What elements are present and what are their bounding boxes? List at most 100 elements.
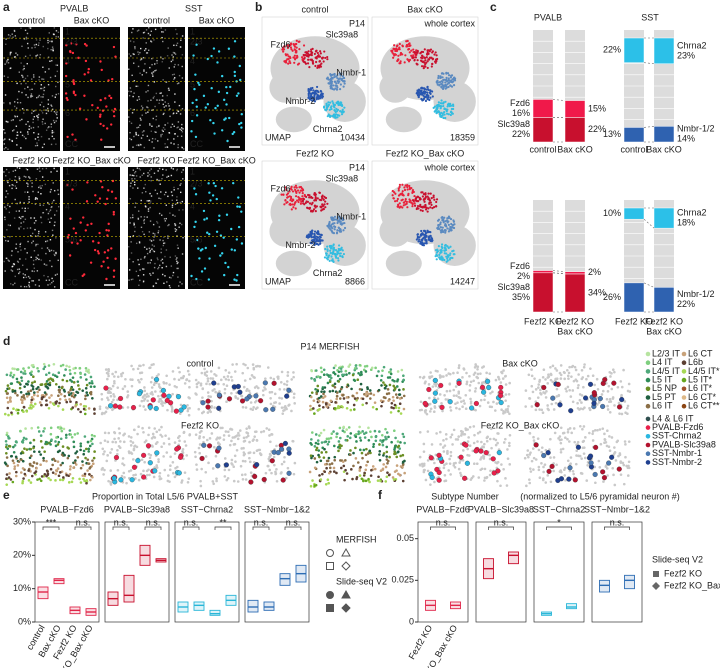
tissue-cell xyxy=(393,450,396,453)
nucleus xyxy=(48,84,49,85)
nucleus xyxy=(9,139,10,140)
nucleus xyxy=(50,49,51,50)
nucleus xyxy=(183,148,184,149)
tissue-cell xyxy=(570,375,573,378)
tissue-cell xyxy=(543,368,546,371)
nucleus xyxy=(26,269,27,270)
nucleus xyxy=(8,62,9,63)
tissue-cell xyxy=(283,456,286,459)
interneuron xyxy=(568,408,573,413)
nucleus xyxy=(44,263,45,264)
nucleus xyxy=(5,240,6,241)
nucleus xyxy=(161,248,162,249)
nucleus xyxy=(139,52,140,53)
tissue-cell xyxy=(195,393,198,396)
nucleus xyxy=(50,77,51,78)
tissue-cell xyxy=(122,457,125,460)
nucleus xyxy=(182,201,183,202)
tissue-cell xyxy=(346,472,349,475)
tissue-cell xyxy=(169,468,172,471)
nucleus xyxy=(134,226,135,227)
umap-cell xyxy=(427,58,429,60)
tissue-cell xyxy=(252,363,255,366)
tissue-cell xyxy=(392,385,395,388)
nucleus xyxy=(34,44,35,45)
tissue-cell xyxy=(9,400,12,403)
tissue-cell xyxy=(530,368,533,371)
nucleus xyxy=(133,92,134,93)
tissue-cell xyxy=(119,446,122,449)
nucleus xyxy=(139,269,140,270)
tissue-cell xyxy=(462,399,465,402)
nucleus xyxy=(157,257,158,258)
tissue-cell xyxy=(273,401,276,404)
nucleus xyxy=(149,67,150,68)
tissue-cell xyxy=(224,369,227,372)
tissue-cell xyxy=(71,436,74,439)
interneuron xyxy=(262,477,267,482)
labeled-cell xyxy=(115,197,117,199)
interneuron xyxy=(113,404,118,409)
umap-cell xyxy=(320,90,322,92)
tissue-cell xyxy=(397,370,400,373)
interneuron xyxy=(118,477,123,482)
tissue-cell xyxy=(601,393,604,396)
nucleus xyxy=(156,179,157,180)
nucleus xyxy=(37,137,38,138)
tissue-cell xyxy=(576,402,579,405)
tissue-cell xyxy=(46,386,49,389)
tissue-cell xyxy=(70,387,73,390)
tissue-cell xyxy=(571,389,574,392)
tissue-cell xyxy=(537,396,540,399)
umap-cell xyxy=(317,231,319,233)
tissue-cell xyxy=(205,455,208,458)
tissue-cell xyxy=(42,459,45,462)
segment-name: Nmbr-1/2 xyxy=(677,289,715,299)
labeled-cell xyxy=(236,205,238,207)
labeled-cell xyxy=(224,262,226,264)
nucleus xyxy=(6,229,7,230)
nucleus xyxy=(19,168,20,169)
labeled-cell xyxy=(233,131,235,133)
tissue-cell xyxy=(381,369,384,372)
nucleus xyxy=(39,167,40,168)
tissue-cell xyxy=(231,379,234,382)
tissue-cell xyxy=(334,401,337,404)
umap-cell xyxy=(295,185,297,187)
tissue-cell xyxy=(188,397,191,400)
tissue-cell xyxy=(359,374,362,377)
tissue-cell xyxy=(21,396,24,399)
interneuron xyxy=(216,406,221,411)
umap-cell xyxy=(420,234,422,236)
umap-background xyxy=(379,72,411,103)
nucleus xyxy=(45,109,46,110)
tissue-cell xyxy=(242,447,245,450)
umap-cell xyxy=(450,257,452,259)
nucleus xyxy=(28,196,29,197)
nucleus xyxy=(149,251,150,252)
tissue-cell xyxy=(26,448,29,451)
tissue-cell xyxy=(313,399,316,402)
tissue-cell xyxy=(157,373,160,376)
nucleus xyxy=(23,273,24,274)
umap-cell xyxy=(424,197,426,199)
labeled-cell xyxy=(206,217,208,219)
umap-cell xyxy=(323,105,325,107)
nucleus xyxy=(37,270,38,271)
nucleus xyxy=(51,282,52,283)
tissue-cell xyxy=(43,473,46,476)
tissue-cell xyxy=(228,371,231,374)
umap-cell xyxy=(445,229,447,231)
labeled-cell xyxy=(108,229,110,231)
nucleus xyxy=(175,29,176,30)
tissue-cell xyxy=(39,383,42,386)
tissue-cell xyxy=(335,398,338,401)
nucleus xyxy=(162,79,163,80)
tissue-cell xyxy=(33,380,36,383)
bar-segment xyxy=(565,274,585,312)
tissue-cell xyxy=(370,436,373,439)
tissue-cell xyxy=(112,393,115,396)
nucleus xyxy=(7,149,8,150)
umap-cell xyxy=(322,93,324,95)
